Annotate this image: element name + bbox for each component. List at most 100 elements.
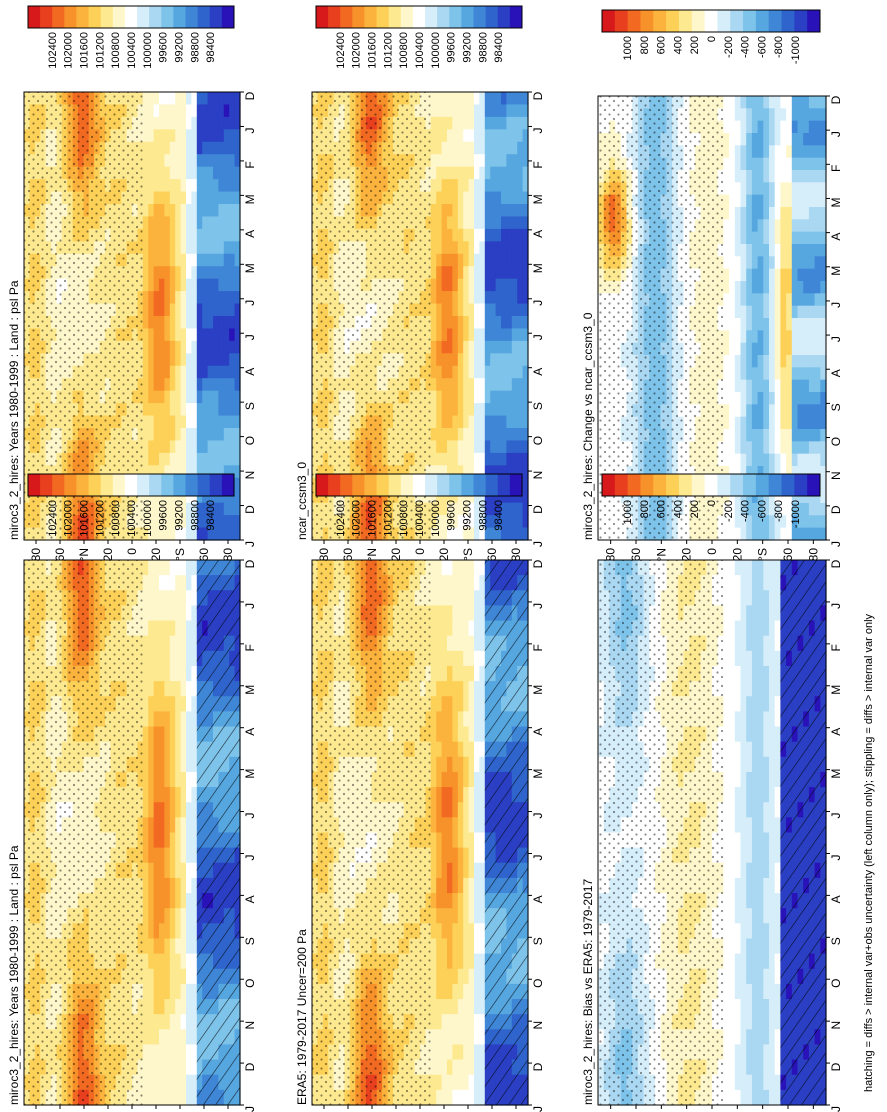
lat-tick-label: 80 <box>317 548 331 562</box>
heatmap-cell <box>148 378 155 392</box>
heatmap-cell <box>186 92 192 106</box>
heatmap-cell <box>430 266 437 280</box>
heatmap-cell <box>142 575 149 591</box>
heatmap-cell <box>757 231 764 245</box>
heatmap-cell <box>474 92 480 106</box>
heatmap-cell <box>180 515 187 529</box>
heatmap-cell <box>202 465 209 479</box>
heatmap-cell <box>740 318 747 331</box>
heatmap-cell <box>479 191 486 205</box>
heatmap-cell <box>774 429 781 442</box>
heatmap-cell <box>474 303 480 317</box>
heatmap-cell <box>751 330 759 344</box>
heatmap-cell <box>430 278 437 292</box>
heatmap-cell <box>820 170 827 183</box>
heatmap-cell <box>213 328 219 342</box>
heatmap-cell <box>207 129 214 143</box>
heatmap-cell <box>234 141 241 155</box>
heatmap-cell <box>522 465 529 479</box>
heatmap-cell <box>430 328 437 342</box>
heatmap-cell <box>479 515 486 529</box>
heatmap-cell <box>142 452 149 466</box>
heatmap-cell <box>797 404 804 418</box>
heatmap-cell <box>506 104 513 118</box>
heatmap-cell <box>814 392 821 405</box>
heatmap-cell <box>763 490 770 504</box>
heatmap-cell <box>746 367 753 381</box>
colorbar-label: 102000 <box>351 32 363 69</box>
colorbar-swatch <box>781 10 795 32</box>
heatmap-cell <box>774 392 781 405</box>
heatmap-cell <box>159 154 165 168</box>
heatmap-cell <box>723 355 730 368</box>
heatmap-cell <box>763 244 770 257</box>
heatmap-cell <box>820 182 827 196</box>
heatmap-cell <box>490 154 497 168</box>
heatmap-cell <box>148 253 155 267</box>
heatmap-cell <box>169 328 176 342</box>
heatmap-cell <box>164 204 171 218</box>
heatmap-cell <box>791 256 799 270</box>
heatmap-cell <box>484 104 491 118</box>
month-tick-label: J <box>531 127 545 133</box>
heatmap-cell <box>468 365 475 379</box>
heatmap-cell <box>142 711 149 728</box>
colorbar-swatch <box>124 6 138 28</box>
heatmap-cell <box>196 415 203 429</box>
heatmap-cell <box>501 502 507 516</box>
month-tick-label: O <box>243 436 257 445</box>
heatmap-cell <box>786 182 793 196</box>
heatmap-cell <box>223 340 230 354</box>
heatmap-cell <box>751 367 759 381</box>
heatmap-cell <box>820 490 827 504</box>
heatmap-cell <box>814 182 821 196</box>
heatmap-cell <box>780 170 787 183</box>
heatmap-cell <box>447 502 453 516</box>
heatmap-cell <box>746 392 753 405</box>
heatmap-cell <box>484 303 491 317</box>
heatmap-cell <box>164 241 171 255</box>
lat-ticks: 80 60 °N 20 0 20 °S 60 80 <box>604 540 820 561</box>
heatmap-cell <box>159 650 165 667</box>
heatmap-cell <box>196 216 203 230</box>
heatmap-cell <box>186 665 192 682</box>
heatmap-cell <box>229 378 236 392</box>
heatmap-cell <box>153 166 160 180</box>
heatmap-cell <box>436 154 443 168</box>
heatmap-cell <box>808 96 816 109</box>
heatmap-cell <box>457 104 464 118</box>
heatmap-cell <box>757 441 764 455</box>
heatmap-cell <box>740 182 747 196</box>
heatmap-cell <box>153 291 160 305</box>
heatmap-cell <box>751 281 759 294</box>
heatmap-cell <box>484 378 491 392</box>
heatmap-cell <box>511 253 518 267</box>
colorbar-label: 100800 <box>110 32 122 69</box>
heatmap-cell <box>447 415 453 429</box>
heatmap-cell <box>164 440 171 454</box>
heatmap-cell <box>757 108 764 122</box>
heatmap-cell <box>468 116 475 130</box>
colorbar-label: 100400 <box>414 32 426 69</box>
heatmap-cell <box>175 328 182 342</box>
heatmap-cell <box>186 129 192 143</box>
heatmap-cell <box>511 490 518 504</box>
heatmap-cell <box>175 465 182 479</box>
heatmap-cell <box>202 129 209 143</box>
heatmap-cell <box>474 141 480 155</box>
heatmap-cell <box>786 207 793 220</box>
heatmap-cell <box>803 268 810 282</box>
heatmap-cell <box>468 266 475 280</box>
month-tick-label: M <box>531 263 545 273</box>
heatmap-cell <box>729 108 736 122</box>
heatmap-cell <box>506 266 513 280</box>
heatmap-cell <box>506 204 513 218</box>
heatmap-cell <box>468 465 475 479</box>
heatmap-cell <box>517 440 524 454</box>
heatmap-cell <box>808 330 816 344</box>
heatmap-cell <box>191 575 198 591</box>
heatmap-cell <box>763 207 770 220</box>
heatmap-cell <box>452 191 459 205</box>
heatmap-cell <box>169 353 176 367</box>
heatmap-cell <box>774 416 781 430</box>
